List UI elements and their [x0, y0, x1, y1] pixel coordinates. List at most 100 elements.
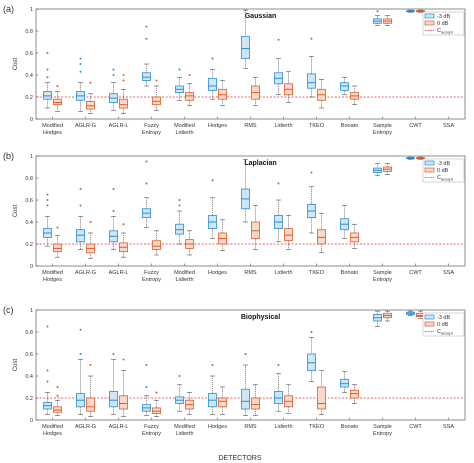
outlier-point: [122, 79, 125, 82]
panel-1: (a)Gaussian00.20.40.60.81CostModifiedHod…: [3, 4, 466, 136]
panel-3: (c) Biophysical 0 0.2 0.4 0.6 0.8 1 Cost Modified…: [3, 305, 466, 437]
figure-xlabel: DETECTORS: [218, 455, 261, 462]
outlier-point: [79, 204, 82, 207]
panel-title: Gaussian: [245, 13, 277, 20]
box-iqr: [86, 397, 95, 412]
box-neg3db: [373, 10, 382, 26]
outlier-point: [277, 182, 280, 185]
box-0db: [152, 230, 161, 256]
box-0db: [251, 205, 260, 250]
box-neg3db: [208, 179, 217, 239]
panel-label: (b): [3, 151, 14, 161]
category-label: CWT: [409, 424, 422, 430]
box-0db: [152, 79, 161, 111]
box-iqr: [119, 98, 128, 109]
box-0db: [185, 230, 194, 256]
outlier-point: [89, 364, 92, 366]
outlier-point: [145, 37, 148, 40]
legend-label-neg3db: -3 dB: [437, 14, 450, 20]
box-iqr: [43, 91, 52, 100]
category-label: Lidierth: [274, 270, 292, 276]
y-axis-label: Cost: [13, 58, 19, 71]
box-neg3db: [208, 364, 217, 415]
category-label: Hodges: [208, 424, 227, 430]
y-tick-label: 1: [30, 154, 33, 160]
y-tick-label: 0: [30, 418, 33, 424]
category-label: CWT: [409, 123, 422, 129]
plot-frame: [35, 309, 466, 421]
box-neg3db: [43, 52, 52, 109]
box-0db: [185, 74, 194, 107]
outlier-point: [79, 328, 82, 331]
y-tick-label: 0.2: [25, 95, 33, 101]
outlier-point: [178, 204, 181, 207]
outlier-point: [46, 380, 49, 383]
box-0db: [218, 219, 227, 251]
outlier-point: [46, 76, 49, 79]
box-iqr: [119, 395, 128, 410]
box-iqr: [307, 73, 316, 89]
legend-label-threshold: Caccept: [437, 175, 454, 182]
box-iqr: [175, 223, 184, 235]
outlier-point: [112, 210, 115, 212]
outlier-point: [56, 386, 59, 388]
box-0db: [416, 156, 425, 160]
box-neg3db: [109, 353, 118, 415]
box-iqr: [317, 229, 326, 245]
outlier-point: [46, 68, 49, 71]
box-0db: [185, 392, 194, 415]
category-label: AGLR-G: [75, 270, 96, 276]
box-0db: [284, 384, 293, 414]
category-label: Lidierth: [175, 130, 193, 136]
category-label: Fuzzy: [144, 123, 159, 129]
category-label: Entropy: [373, 130, 392, 136]
outlier-point: [310, 37, 313, 40]
outlier-point: [46, 369, 49, 372]
legend-swatch-neg3db: [424, 314, 435, 320]
legend-label-threshold: Caccept: [437, 28, 454, 35]
category-label: Entropy: [373, 431, 392, 437]
category-label: RMS: [244, 424, 257, 430]
outlier-point: [112, 188, 115, 190]
box-neg3db: [175, 68, 184, 101]
outlier-point: [112, 74, 115, 76]
box-iqr: [152, 407, 161, 414]
box-neg3db: [76, 188, 85, 250]
outlier-point: [277, 364, 280, 366]
box-iqr: [251, 221, 260, 239]
outlier-point: [46, 193, 49, 196]
plot-frame: [35, 155, 466, 267]
box-iqr: [152, 240, 161, 250]
box-0db: [350, 384, 359, 404]
category-label: TKEO: [309, 270, 325, 276]
box-neg3db: [307, 37, 316, 98]
outlier-point: [46, 199, 49, 201]
box-neg3db: [307, 171, 316, 234]
box-neg3db: [307, 331, 316, 382]
category-label: Hodges: [208, 123, 227, 129]
category-label: Bonato: [341, 123, 358, 129]
box-iqr: [340, 82, 349, 91]
y-tick-label: 0.4: [25, 374, 33, 380]
outlier-point: [155, 391, 158, 394]
category-label: Hodges: [208, 270, 227, 276]
legend-label-threshold-sub: accept: [441, 177, 454, 182]
category-label: Entropy: [142, 130, 161, 136]
box-iqr: [307, 353, 316, 371]
legend-swatch-0db: [424, 20, 435, 26]
box-0db: [317, 212, 326, 254]
category-label: Hodges: [43, 277, 62, 283]
box-neg3db: [175, 199, 184, 245]
box-iqr: [152, 96, 161, 106]
category-label: CWT: [409, 270, 422, 276]
y-tick-label: 1: [30, 7, 33, 13]
category-label: Entropy: [142, 431, 161, 437]
legend-label-0db: 0 dB: [437, 21, 449, 27]
outlier-point: [89, 221, 92, 223]
box-0db: [119, 223, 128, 258]
box-neg3db: [142, 364, 151, 416]
outlier-point: [56, 394, 59, 397]
category-label: Modified: [174, 424, 195, 430]
box-neg3db: [241, 353, 250, 416]
